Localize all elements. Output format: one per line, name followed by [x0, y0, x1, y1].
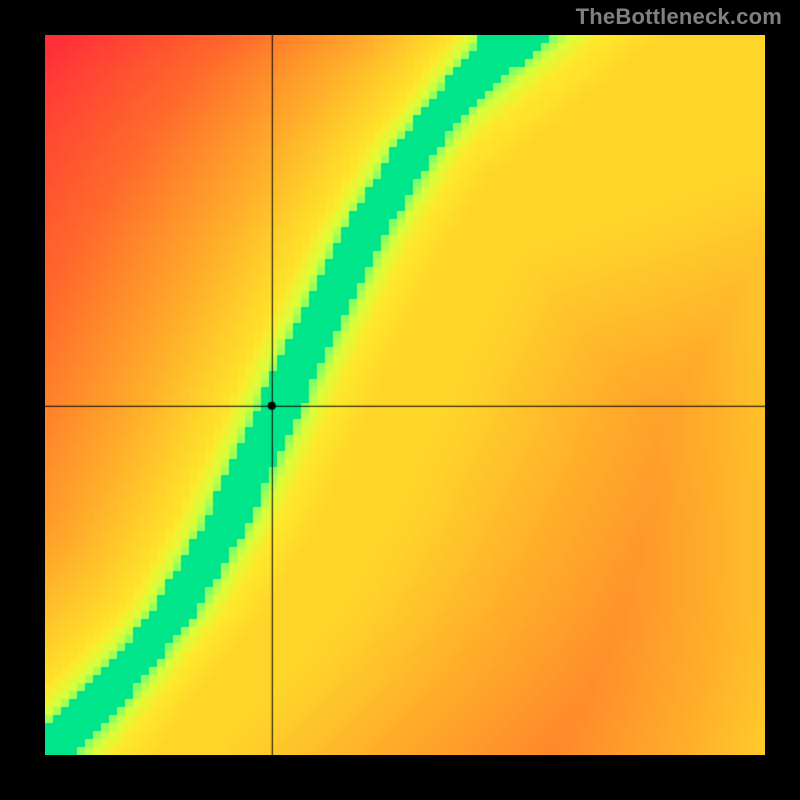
chart-container: { "watermark": "TheBottleneck.com", "can…: [0, 0, 800, 800]
watermark-text: TheBottleneck.com: [576, 4, 782, 30]
bottleneck-heatmap: [45, 35, 765, 755]
